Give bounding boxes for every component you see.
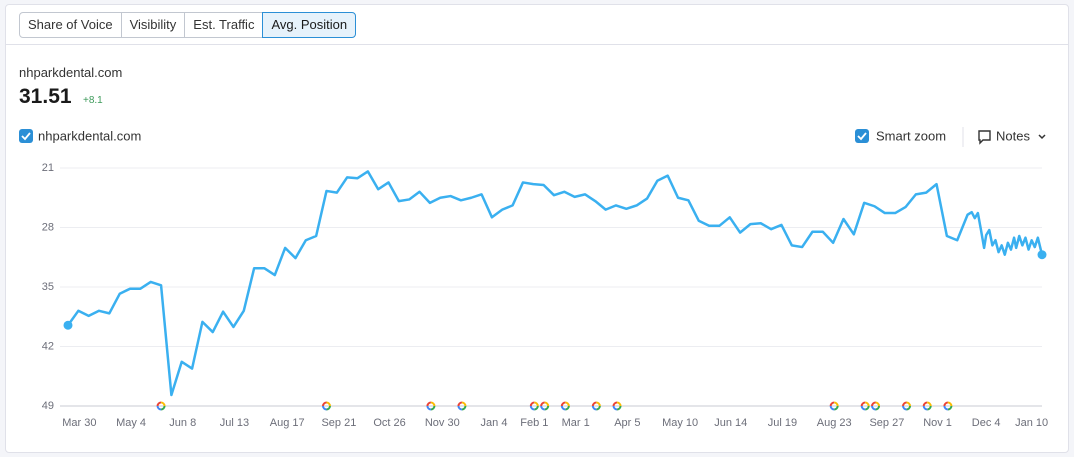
y-tick-label: 49 (42, 400, 54, 412)
x-tick-label: Aug 23 (817, 417, 852, 429)
google-update-marker (829, 401, 839, 411)
google-update-marker (321, 401, 331, 411)
tabs: Share of Voice Visibility Est. Traffic A… (19, 12, 357, 38)
tab[interactable]: Est. Traffic (184, 12, 264, 38)
smart-zoom-label[interactable]: Smart zoom (876, 128, 946, 143)
google-update-marker (612, 401, 622, 411)
x-tick-label: Oct 26 (373, 417, 405, 429)
tab[interactable]: Avg. Position (262, 12, 357, 38)
end-point (1037, 250, 1047, 260)
score-change: +8.1 (83, 95, 103, 106)
site-name: nhparkdental.com (19, 65, 123, 80)
x-tick-label: Jan 10 (1015, 417, 1048, 429)
google-update-marker (943, 401, 953, 411)
x-tick-label: Mar 1 (562, 417, 590, 429)
card: Share of Voice Visibility Est. Traffic A… (5, 4, 1069, 453)
y-tick-label: 42 (42, 340, 54, 352)
line (66, 170, 1044, 397)
x-tick-label: Mar 30 (62, 417, 96, 429)
notes-label[interactable]: Notes (996, 128, 1030, 143)
smart-zoom-checkbox[interactable] (855, 129, 869, 143)
google-update-marker (560, 401, 570, 411)
google-update-marker (871, 401, 881, 411)
x-tick-label: Aug 17 (270, 417, 305, 429)
x-tick-label: Sep 21 (321, 417, 356, 429)
x-tick-label: Nov 30 (425, 417, 460, 429)
google-update-marker (529, 401, 539, 411)
x-tick-label: Jul 19 (768, 417, 797, 429)
divider (6, 44, 1068, 45)
y-tick-label: 35 (42, 281, 54, 293)
x-tick-label: May 10 (662, 417, 698, 429)
x-tick-label: Jun 14 (714, 417, 747, 429)
x-tick-label: Nov 1 (923, 417, 952, 429)
x-tick-label: Sep 27 (869, 417, 904, 429)
google-update-marker (860, 401, 870, 411)
legend-label: nhparkdental.com (38, 128, 141, 143)
legend-checkbox[interactable] (19, 129, 33, 143)
end-point (63, 320, 73, 330)
y-tick-label: 21 (42, 162, 54, 174)
x-tick-label: Jan 4 (481, 417, 508, 429)
chevron[interactable] (1038, 134, 1046, 140)
x-tick-label: May 4 (116, 417, 146, 429)
x-tick-label: Jun 8 (169, 417, 196, 429)
google-update-marker (902, 401, 912, 411)
google-update-marker (426, 401, 436, 411)
google-update-marker (156, 401, 166, 411)
google-update-marker (591, 401, 601, 411)
x-tick-label: Jul 13 (220, 417, 249, 429)
y-tick-label: 28 (42, 221, 54, 233)
x-tick-label: Apr 5 (614, 417, 640, 429)
google-update-marker (457, 401, 467, 411)
notes-icon[interactable] (978, 130, 991, 145)
score: 31.51 (19, 85, 72, 108)
tab[interactable]: Share of Voice (19, 12, 122, 38)
x-tick-label: Dec 4 (972, 417, 1001, 429)
google-update-marker (540, 401, 550, 411)
x-tick-label: Feb 1 (520, 417, 548, 429)
google-update-marker (922, 401, 932, 411)
